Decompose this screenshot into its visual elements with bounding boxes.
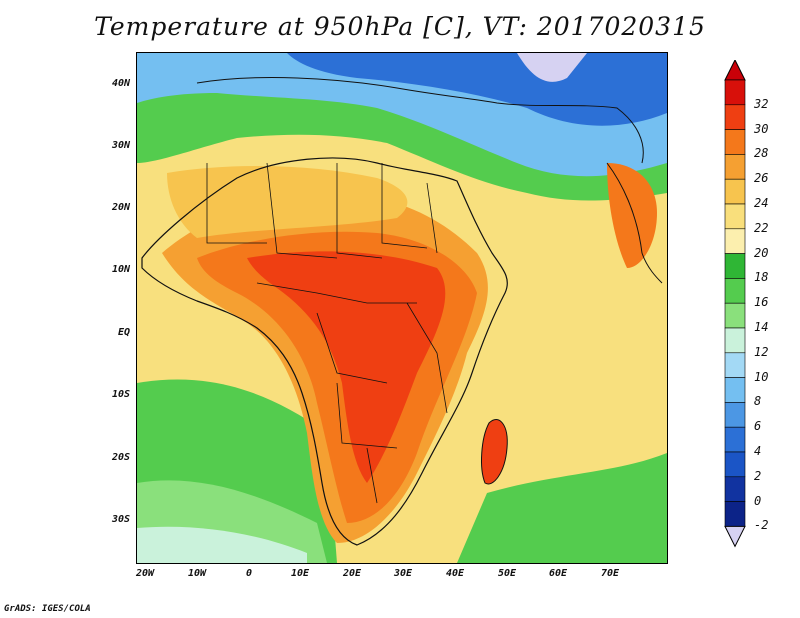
field-coldest: [517, 53, 587, 82]
colorbar-tick-label: 6: [754, 419, 762, 434]
lat-label: 30N: [111, 140, 130, 151]
colorbar-segment: [724, 377, 746, 403]
colorbar-segment: [724, 451, 746, 478]
lat-label: 20S: [111, 452, 130, 463]
colorbar-segment: [724, 79, 746, 106]
lat-label: EQ: [117, 327, 130, 338]
lon-label: 40E: [445, 568, 465, 579]
colorbar-segment: [724, 278, 746, 304]
lat-label: 10S: [111, 389, 130, 400]
colorbar-segment: [724, 327, 746, 354]
lat-label: 30S: [111, 514, 130, 525]
country-borders: [206, 162, 448, 504]
colorbar-top-arrow: [724, 60, 746, 81]
india-coastline: [606, 162, 663, 284]
colorbar-tick-label: -2: [754, 518, 769, 533]
colorbar-tick-label: 26: [754, 171, 769, 186]
lon-label: 60E: [548, 568, 568, 579]
field-india: [607, 163, 657, 268]
colorbar-segment: [724, 476, 746, 502]
lon-label: 10W: [187, 568, 207, 579]
colorbar-tick-label: 18: [754, 270, 769, 285]
colorbar-tick-label: 8: [754, 394, 762, 409]
colorbar-bottom-arrow: [724, 525, 746, 548]
colorbar-segment: [724, 501, 746, 527]
colorbar-segment: [724, 228, 746, 254]
colorbar-tick-label: 4: [754, 444, 762, 458]
lon-label: 20W: [135, 568, 155, 579]
temperature-map: [136, 52, 668, 564]
lon-label: 10E: [290, 568, 310, 579]
field-south-pale: [137, 526, 307, 563]
colorbar-segment: [724, 253, 746, 279]
europe-asia-coastline: [196, 77, 644, 164]
colorbar-tick-label: 30: [754, 121, 769, 136]
lat-label: 20N: [111, 202, 130, 213]
credit-text: GrADS: IGES/COLA: [4, 604, 91, 614]
colorbar-segment: [724, 104, 746, 130]
field-madagascar: [481, 419, 508, 484]
madagascar-coastline: [481, 418, 508, 485]
colorbar-tick-label: 14: [754, 320, 769, 334]
colorbar-segment: [724, 402, 746, 428]
lon-label: 0: [245, 568, 253, 579]
colorbar-tick-label: 12: [754, 344, 769, 359]
colorbar-tick-label: 16: [754, 295, 769, 310]
colorbar-tick-label: 32: [754, 96, 769, 111]
africa-coastline: [141, 157, 508, 546]
colorbar-tick-label: 22: [754, 220, 769, 235]
lon-label: 20E: [342, 568, 362, 579]
lat-label: 10N: [111, 264, 130, 275]
colorbar-tick-label: 2: [754, 468, 762, 483]
colorbar-segment: [724, 352, 746, 378]
colorbar-segment: [724, 203, 746, 230]
colorbar-segment: [724, 426, 746, 453]
lon-label: 50E: [497, 568, 517, 579]
colorbar-segment: [724, 154, 746, 180]
colorbar-tick-label: 28: [754, 146, 769, 161]
colorbar-tick-label: 0: [754, 493, 762, 508]
colorbar-segment: [724, 129, 746, 155]
lon-label: 30E: [393, 568, 413, 579]
field-southeast-green: [457, 453, 667, 563]
colorbar-tick-label: 10: [754, 369, 769, 384]
colorbar-graphic: [724, 60, 746, 548]
temperature-field: [137, 53, 667, 563]
lat-label: 40N: [111, 78, 130, 89]
colorbar-segment: [724, 178, 746, 205]
field-africa-hottest: [247, 251, 446, 483]
colorbar-tick-label: 24: [754, 196, 769, 210]
chart-title: Temperature at 950hPa [C], VT: 201702031…: [94, 12, 706, 41]
colorbar-tick-label: 20: [754, 245, 769, 260]
colorbar-segment: [724, 302, 746, 329]
lon-label: 70E: [600, 568, 620, 579]
